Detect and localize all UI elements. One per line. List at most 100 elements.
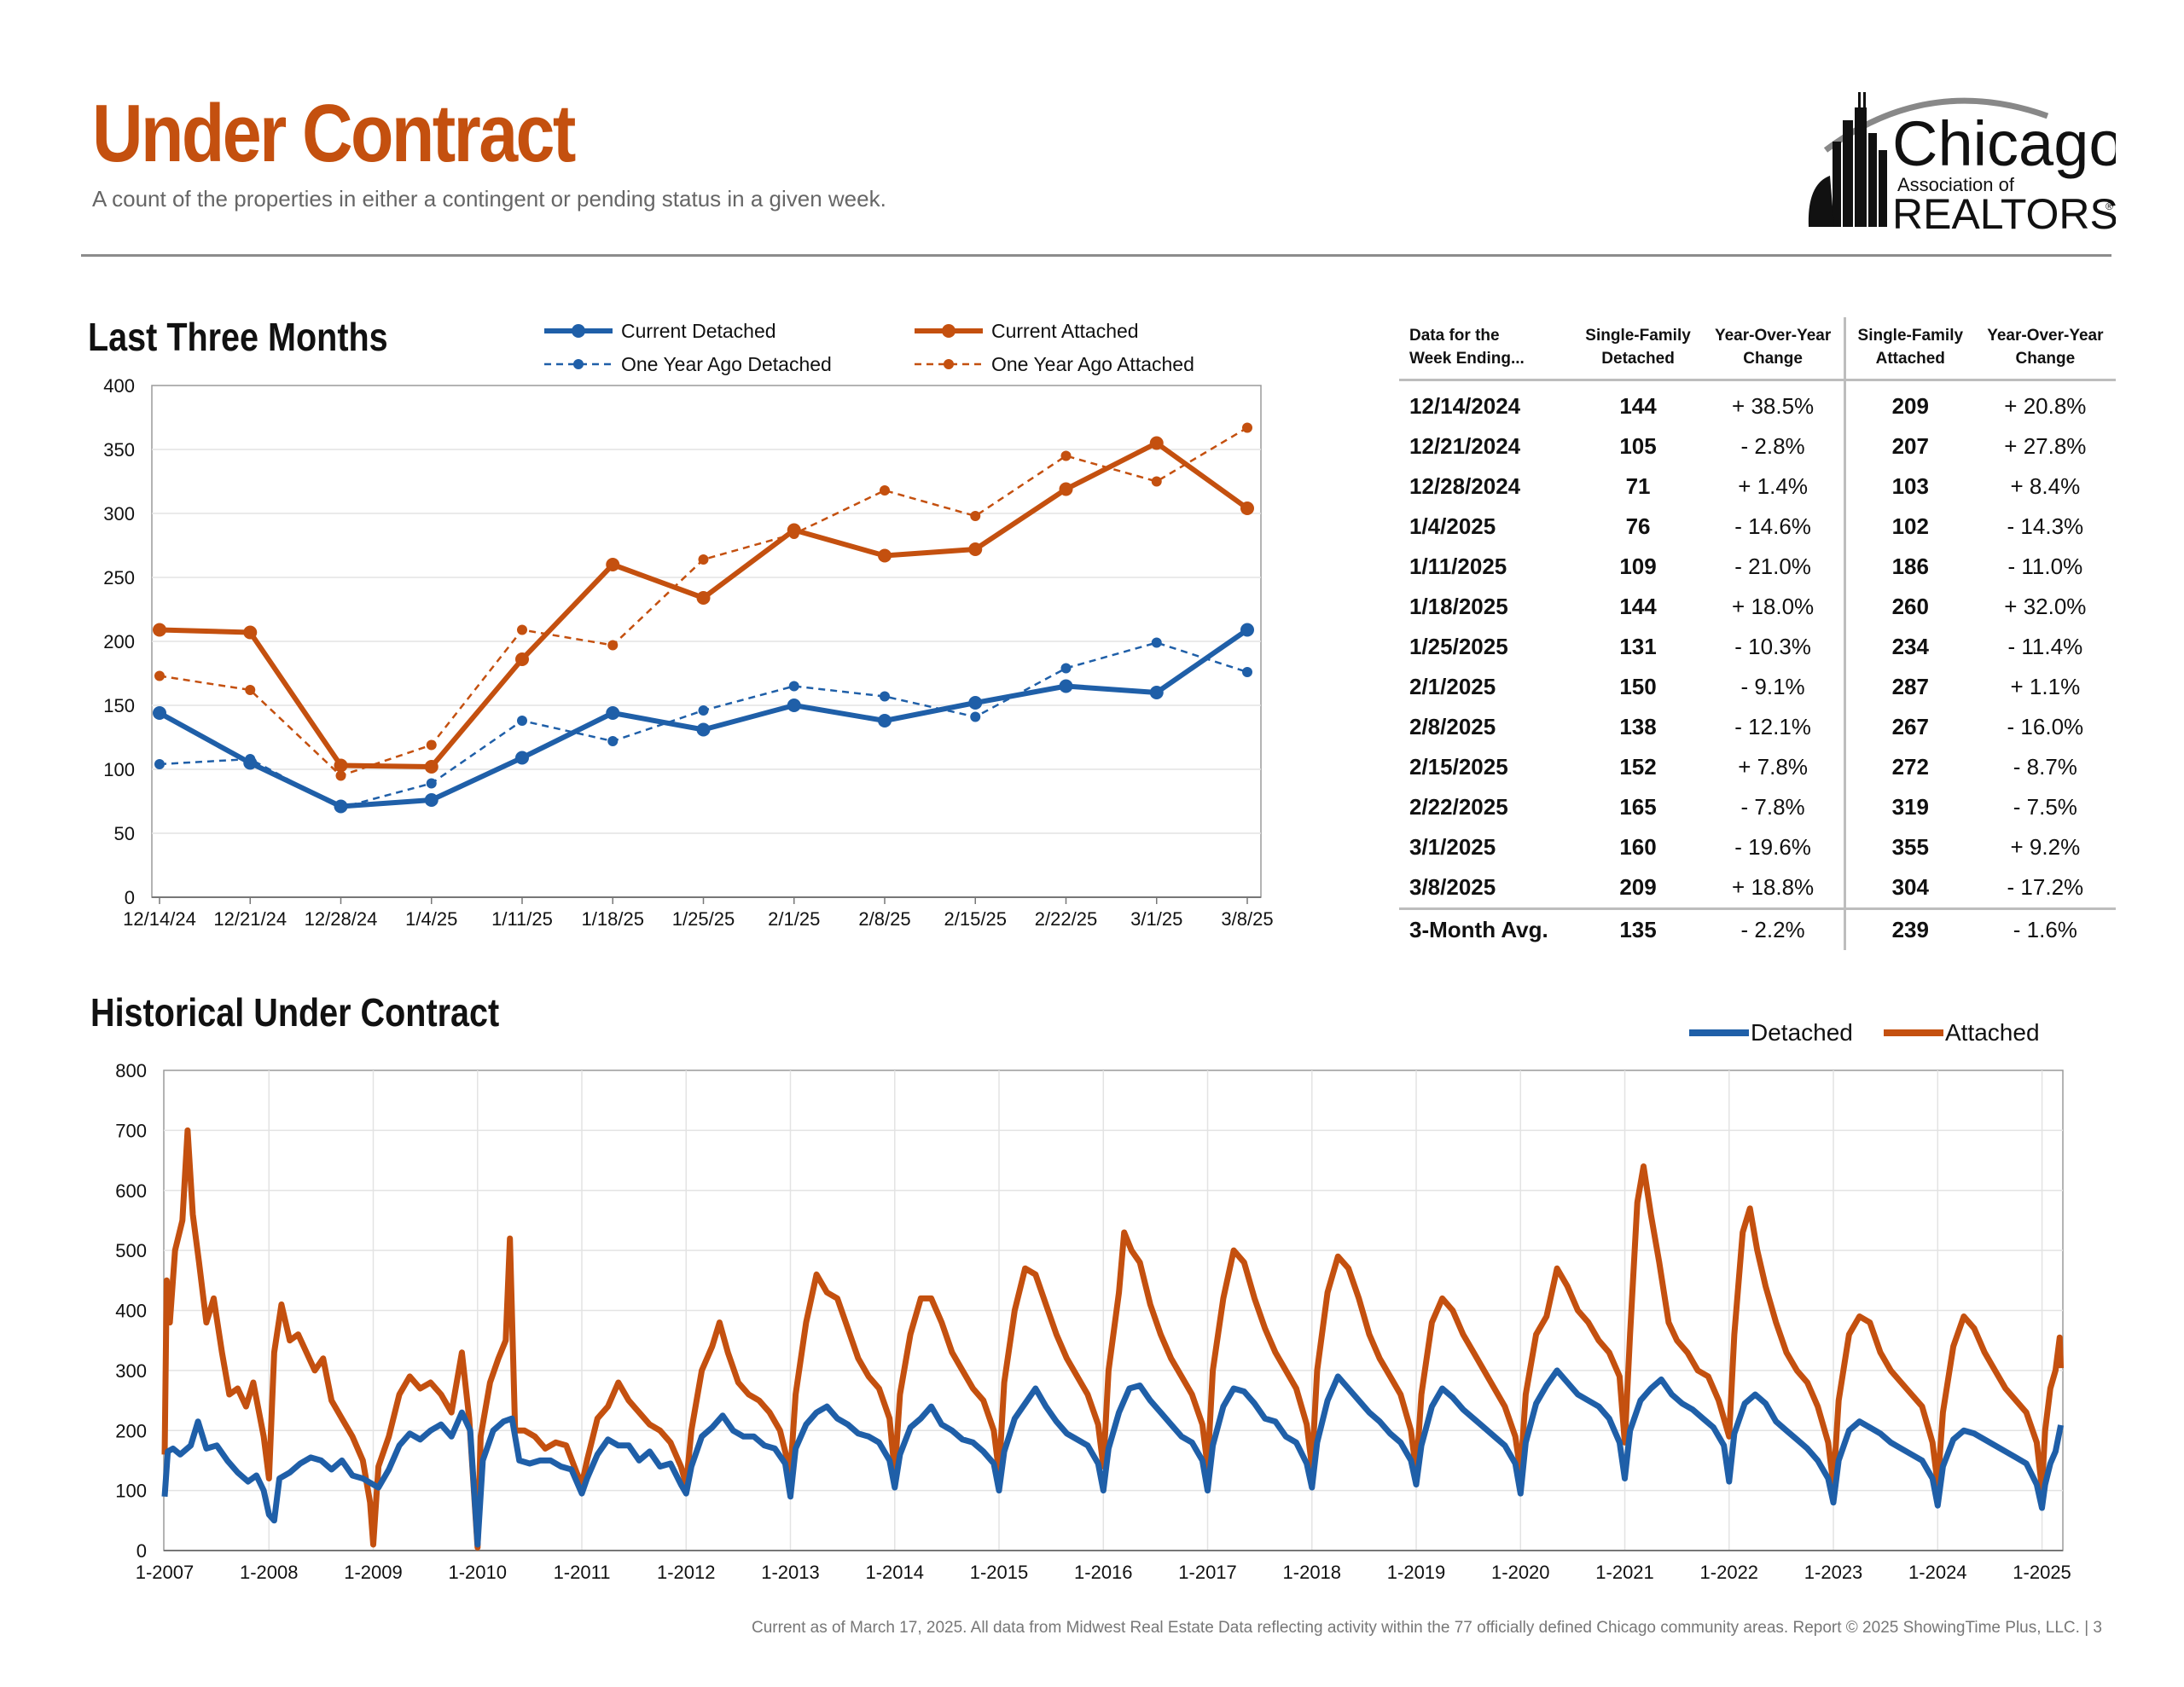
svg-text:Chicago: Chicago: [1892, 108, 2116, 179]
table-cell: 135: [1573, 907, 1703, 950]
y-tick-label: 0: [136, 1540, 147, 1562]
data-point: [1151, 476, 1162, 487]
chicago-realtors-logo: Chicago Association of REALTORS ®: [1808, 92, 2116, 238]
x-tick-label: 12/14/24: [123, 908, 196, 930]
series-line: [159, 440, 1249, 769]
table-cell: 12/21/2024: [1409, 433, 1521, 459]
table-cell: - 8.7%: [2013, 754, 2077, 780]
x-tick-label: 2/22/25: [1035, 908, 1097, 930]
table-cell: 3/1/2025: [1409, 834, 1496, 860]
footer-note: Current as of March 17, 2025. All data f…: [752, 1619, 2102, 1637]
x-tick-label: 2/1/25: [768, 908, 820, 930]
x-tick-label: 1-2007: [136, 1562, 195, 1583]
x-tick-label: 12/21/24: [213, 908, 287, 930]
x-tick-label: 1-2013: [761, 1562, 820, 1583]
x-tick-label: 1/11/25: [491, 908, 553, 930]
data-point: [517, 716, 527, 726]
svg-text:®: ®: [2106, 200, 2113, 212]
table-row: 1/11/2025 109 - 21.0% 186 - 11.0%: [1399, 547, 2116, 587]
table-cell: - 2.2%: [1702, 907, 1846, 950]
svg-text:REALTORS: REALTORS: [1892, 190, 2116, 238]
table-cell: 105: [1619, 433, 1657, 459]
legend-marker: [572, 324, 585, 338]
x-tick-label: 1-2011: [554, 1562, 611, 1583]
series-line: [161, 1367, 2065, 1548]
x-tick-label: 2/15/25: [944, 908, 1007, 930]
table-cell: + 20.8%: [2004, 393, 2087, 419]
table-row: 3/1/2025 160 - 19.6% 355 + 9.2%: [1399, 827, 2116, 867]
table-cell: - 14.3%: [2007, 513, 2084, 539]
x-tick-label: 1-2023: [1804, 1562, 1863, 1583]
data-point: [787, 699, 801, 712]
table-cell: 12/14/2024: [1409, 393, 1521, 419]
legend-label: Current Detached: [621, 320, 776, 342]
table-cell: - 2.8%: [1702, 426, 1846, 467]
table-cell: 12/28/2024: [1409, 473, 1521, 499]
data-point: [515, 751, 529, 765]
data-point: [880, 485, 890, 496]
data-point: [696, 591, 711, 605]
data-point: [1149, 436, 1164, 450]
data-point: [515, 652, 529, 666]
table-cell: 186: [1891, 554, 1929, 579]
column-header: Year-Over-Year Change: [1702, 317, 1846, 381]
x-tick-label: 1-2012: [657, 1562, 716, 1583]
table-cell: - 19.6%: [1702, 827, 1846, 867]
table-cell: 267: [1891, 714, 1929, 739]
x-tick-label: 2/8/25: [858, 908, 910, 930]
table-cell: 131: [1619, 634, 1657, 659]
legend-label: One Year Ago Attached: [991, 353, 1194, 375]
table-row: 3/8/2025 209 + 18.8% 304 - 17.2%: [1399, 867, 2116, 909]
table-cell: 3/8/2025: [1409, 874, 1496, 900]
y-tick-label: 300: [115, 1360, 147, 1382]
legend-marker: [944, 359, 954, 369]
table-cell: - 11.0%: [2007, 554, 2083, 579]
legend-marker: [573, 359, 584, 369]
column-header-line: Year-Over-Year: [1987, 327, 2104, 345]
table-cell: 287: [1891, 674, 1929, 699]
data-point: [1151, 637, 1162, 648]
data-point: [426, 778, 437, 789]
table-cell: 1/25/2025: [1409, 634, 1508, 659]
data-point: [880, 691, 890, 702]
x-tick-label: 1-2015: [970, 1562, 1029, 1583]
x-tick-label: 1/25/25: [672, 908, 735, 930]
data-point: [243, 625, 258, 640]
table-cell: 144: [1619, 594, 1657, 619]
table-cell: 1/11/2025: [1409, 554, 1507, 579]
table-cell: 209: [1891, 393, 1929, 419]
column-header: Year-Over-Year Change: [1974, 317, 2116, 381]
table-cell: - 9.1%: [1702, 667, 1846, 707]
table-row: 12/28/2024 71 + 1.4% 103 + 8.4%: [1399, 467, 2116, 507]
table-cell: 2/1/2025: [1409, 674, 1496, 699]
column-header-line: Attached: [1875, 350, 1945, 368]
data-point: [424, 760, 439, 774]
data-point: [424, 793, 439, 807]
data-point: [243, 756, 258, 770]
table-cell: + 18.0%: [1702, 587, 1846, 627]
header-divider: [81, 254, 2111, 257]
table-row: 12/21/2024 105 - 2.8% 207 + 27.8%: [1399, 426, 2116, 467]
data-point: [1059, 482, 1073, 496]
y-tick-label: 100: [103, 759, 135, 780]
table-cell: 138: [1619, 714, 1657, 739]
series-line: [158, 628, 1249, 809]
legend-label: Current Attached: [991, 320, 1139, 342]
x-tick-label: 1-2017: [1178, 1562, 1237, 1583]
table-cell: 355: [1891, 834, 1929, 860]
column-header: Data for the Week Ending...: [1399, 317, 1574, 381]
page-subtitle: A count of the properties in either a co…: [92, 186, 886, 212]
column-header-line: Week Ending...: [1409, 350, 1525, 368]
table-row: 1/18/2025 144 + 18.0% 260 + 32.0%: [1399, 587, 2116, 627]
table-cell: 272: [1891, 754, 1929, 780]
table-row: 2/8/2025 138 - 12.1% 267 - 16.0%: [1399, 707, 2116, 747]
table-cell: 150: [1619, 674, 1657, 699]
table-cell: 304: [1891, 874, 1929, 900]
data-point: [787, 523, 801, 537]
y-tick-label: 50: [114, 823, 135, 844]
table-cell: - 21.0%: [1702, 547, 1846, 587]
x-tick-label: 1-2019: [1387, 1562, 1446, 1583]
column-header-line: Single-Family: [1585, 327, 1691, 345]
svg-text:Association of: Association of: [1897, 174, 2015, 195]
column-header-line: Year-Over-Year: [1714, 327, 1832, 345]
